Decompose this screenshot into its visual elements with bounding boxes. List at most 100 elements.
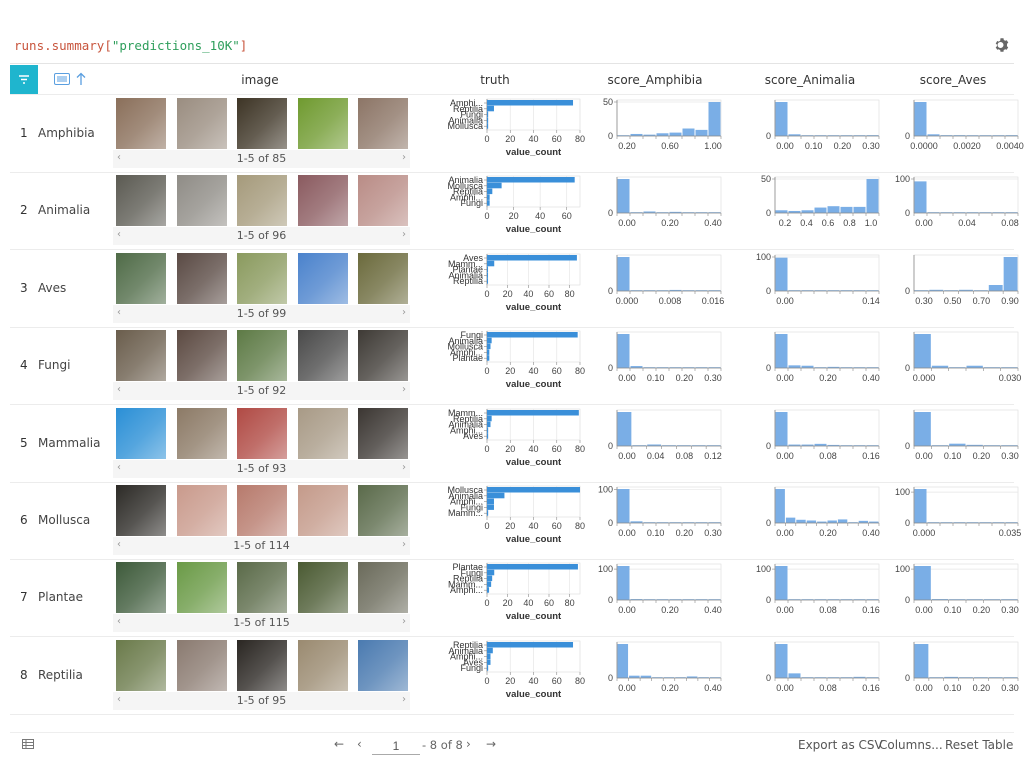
histogram-bin: [966, 599, 983, 601]
table-row[interactable]: 6 Mollusca ‹ 1-5 of 114 › Mollusca Animalia A…: [10, 483, 1021, 560]
truth-category-label: Plantae: [452, 562, 483, 572]
gear-icon[interactable]: [994, 37, 1010, 53]
gallery-next-button[interactable]: ›: [402, 693, 406, 705]
sort-ascending-icon[interactable]: [76, 72, 86, 86]
page-input[interactable]: [372, 737, 420, 755]
image-thumbnail[interactable]: [297, 562, 348, 614]
image-thumbnail[interactable]: [297, 98, 348, 149]
table-row[interactable]: 8 Reptilia ‹ 1-5 of 95 › Reptilia Animalia Am…: [10, 638, 1019, 715]
image-thumbnail[interactable]: [116, 98, 166, 149]
histogram-bin: [858, 520, 869, 523]
image-thumbnail[interactable]: [237, 252, 287, 304]
image-thumbnail[interactable]: [116, 330, 166, 382]
image-thumbnail[interactable]: [237, 485, 287, 536]
image-thumbnail[interactable]: [358, 98, 408, 149]
histogram-bin: [695, 599, 708, 601]
image-thumbnail[interactable]: [176, 330, 227, 382]
truth-category-label: Mamm...: [448, 508, 483, 518]
last-page-button[interactable]: →: [486, 737, 497, 751]
histogram-x-tick: 0.40: [704, 683, 722, 693]
table-row[interactable]: 5 Mammalia ‹ 1-5 of 93 › Mamm... Reptilia Ani…: [10, 406, 1019, 483]
image-thumbnail[interactable]: [176, 252, 227, 304]
gallery-next-button[interactable]: ›: [402, 384, 406, 396]
image-thumbnail[interactable]: [358, 330, 408, 382]
histogram-y-tick: 0: [608, 595, 613, 605]
image-thumbnail[interactable]: [176, 407, 227, 459]
image-thumbnail[interactable]: [297, 485, 348, 536]
image-thumbnail[interactable]: [176, 639, 227, 691]
first-page-button[interactable]: ←: [334, 737, 345, 751]
gallery-next-button[interactable]: ›: [402, 229, 406, 241]
column-header-image[interactable]: image: [241, 73, 279, 87]
column-header-score-animalia[interactable]: score_Animalia: [764, 73, 856, 87]
table-row[interactable]: 4 Fungi ‹ 1-5 of 92 › Fungi Animalia Mollusca…: [10, 328, 1021, 406]
image-thumbnail[interactable]: [116, 252, 166, 304]
image-thumbnail[interactable]: [237, 330, 287, 382]
image-thumbnail[interactable]: [116, 485, 166, 536]
table-row[interactable]: 3 Aves ‹ 1-5 of 99 › Aves Mamm... Plantae Anim…: [10, 251, 1019, 328]
group-icon[interactable]: [54, 73, 70, 85]
image-thumbnail[interactable]: [237, 639, 287, 691]
gallery-prev-button[interactable]: ‹: [117, 229, 121, 241]
column-header-score-amphibia[interactable]: score_Amphibia: [607, 73, 703, 87]
gallery-next-button[interactable]: ›: [402, 152, 406, 163]
gallery-next-button[interactable]: ›: [402, 616, 406, 628]
query-expression[interactable]: runs.summary["predictions_10K"]: [14, 38, 247, 53]
truth-x-tick: 20: [505, 444, 515, 454]
gallery-prev-button[interactable]: ‹: [117, 384, 121, 396]
image-thumbnail[interactable]: [297, 330, 348, 382]
image-thumbnail[interactable]: [116, 639, 166, 691]
image-thumbnail[interactable]: [358, 562, 408, 614]
histogram-x-tick: 0.10: [944, 605, 962, 615]
image-thumbnail[interactable]: [176, 485, 227, 536]
image-thumbnail[interactable]: [297, 407, 348, 459]
columns-button[interactable]: Columns...: [879, 738, 943, 752]
column-header-score-aves[interactable]: score_Aves: [919, 73, 987, 87]
image-thumbnail[interactable]: [176, 98, 227, 149]
column-header-truth[interactable]: truth: [480, 73, 510, 87]
export-csv-button[interactable]: Export as CSV: [798, 738, 883, 752]
gallery-next-button[interactable]: ›: [402, 461, 406, 473]
image-thumbnail[interactable]: [237, 175, 287, 227]
image-thumbnail[interactable]: [358, 485, 408, 536]
row-index: 2: [20, 203, 28, 218]
image-thumbnail[interactable]: [237, 562, 287, 614]
image-thumbnail[interactable]: [237, 407, 287, 459]
gallery-next-button[interactable]: ›: [402, 306, 406, 318]
image-thumbnail[interactable]: [358, 639, 408, 691]
gallery-prev-button[interactable]: ‹: [117, 152, 121, 163]
image-thumbnail[interactable]: [358, 407, 408, 459]
histogram-bin: [869, 521, 879, 523]
score-animalia-histogram: 100 0 0.00 0.08 0.16: [753, 560, 885, 641]
image-thumbnail[interactable]: [297, 252, 348, 304]
image-thumbnail[interactable]: [176, 562, 227, 614]
gallery-prev-button[interactable]: ‹: [117, 616, 121, 628]
truth-category-label: Animalia: [448, 270, 483, 280]
table-icon[interactable]: [22, 739, 34, 749]
gallery-prev-button[interactable]: ‹: [117, 306, 121, 318]
gallery-next-button[interactable]: ›: [402, 539, 406, 550]
table-row[interactable]: 2 Animalia ‹ 1-5 of 96 › Animalia Mollusca Re…: [10, 173, 1019, 251]
filter-button[interactable]: [10, 65, 38, 94]
next-page-button[interactable]: ›: [466, 737, 471, 751]
image-thumbnail[interactable]: [237, 98, 287, 149]
histogram-bin: [929, 676, 944, 678]
reset-table-button[interactable]: Reset Table: [945, 738, 1014, 752]
truth-category-label: Mamm...: [448, 408, 483, 418]
table-row[interactable]: 1 Amphibia ‹ 1-5 of 85 › Amphi... Reptilia Fu…: [10, 96, 1024, 173]
histogram-bin: [1003, 676, 1018, 678]
gallery-prev-button[interactable]: ‹: [117, 461, 121, 473]
image-thumbnail[interactable]: [297, 639, 348, 691]
image-thumbnail[interactable]: [116, 562, 166, 614]
image-thumbnail[interactable]: [176, 175, 227, 227]
table-row[interactable]: 7 Plantae ‹ 1-5 of 115 › Plantae Fungi Reptil…: [10, 560, 1019, 638]
prev-page-button[interactable]: ‹: [357, 737, 362, 751]
image-thumbnail[interactable]: [358, 175, 408, 227]
image-thumbnail[interactable]: [297, 175, 348, 227]
gallery-prev-button[interactable]: ‹: [117, 693, 121, 705]
histogram-bin: [675, 676, 686, 678]
gallery-prev-button[interactable]: ‹: [117, 539, 121, 550]
image-thumbnail[interactable]: [116, 175, 166, 227]
image-thumbnail[interactable]: [358, 252, 408, 304]
image-thumbnail[interactable]: [116, 407, 166, 459]
